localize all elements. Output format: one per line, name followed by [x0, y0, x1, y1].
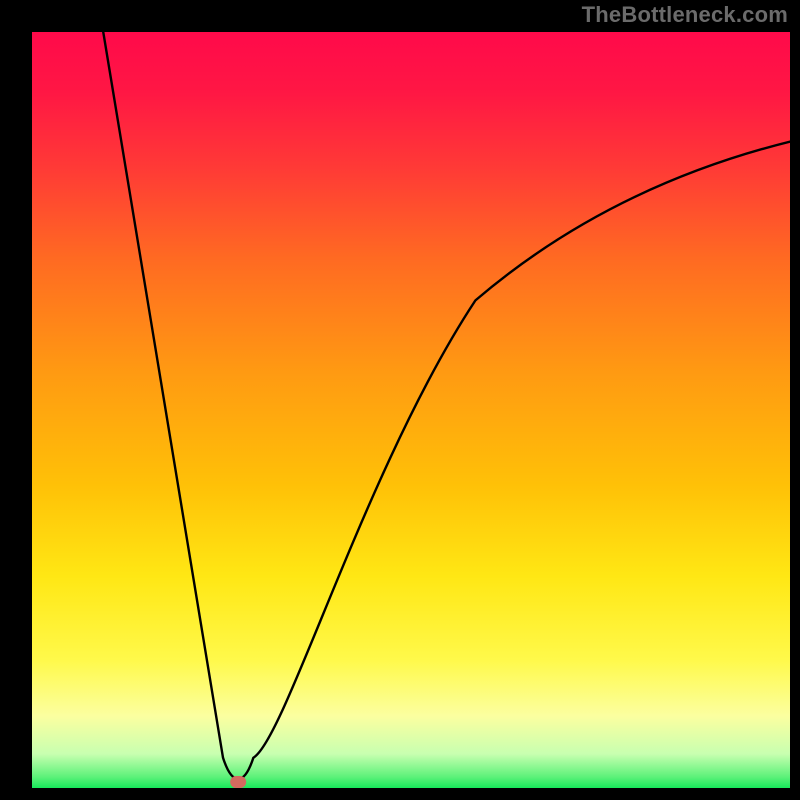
plot-area	[32, 32, 790, 788]
plot-svg	[32, 32, 790, 788]
gradient-background	[32, 32, 790, 788]
optimal-marker	[230, 776, 246, 788]
source-label: TheBottleneck.com	[582, 2, 788, 28]
chart-stage: TheBottleneck.com	[0, 0, 800, 800]
